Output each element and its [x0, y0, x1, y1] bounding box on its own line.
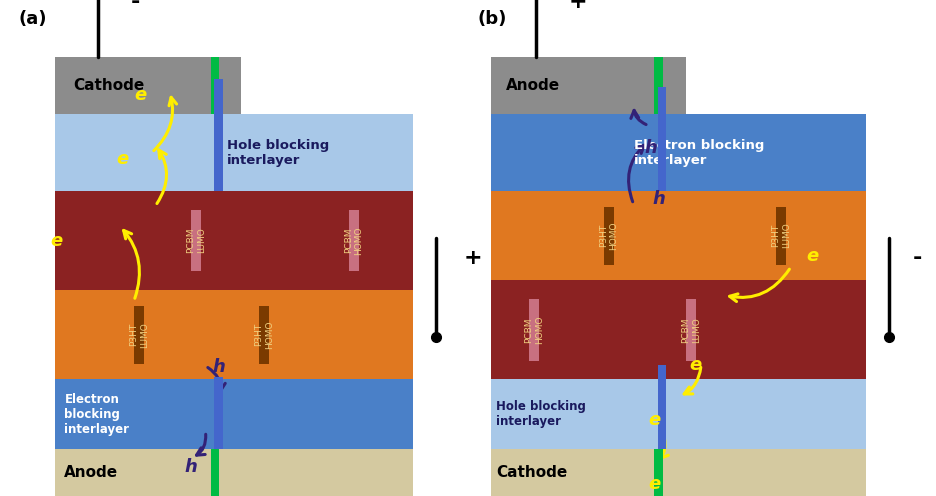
- Text: PCBM
LUMO: PCBM LUMO: [186, 228, 206, 253]
- Bar: [686, 299, 696, 361]
- Bar: [214, 79, 223, 191]
- Bar: [654, 57, 663, 114]
- Bar: [491, 449, 866, 496]
- Text: e: e: [134, 86, 146, 104]
- Text: e: e: [649, 475, 661, 493]
- Text: (b): (b): [477, 10, 506, 28]
- Bar: [348, 210, 358, 271]
- Bar: [55, 290, 413, 379]
- Bar: [604, 206, 614, 265]
- Text: (a): (a): [19, 10, 47, 28]
- Bar: [214, 377, 223, 449]
- Text: e: e: [806, 247, 818, 264]
- Text: h: h: [212, 358, 226, 376]
- Text: P3HT
LUMO: P3HT LUMO: [129, 322, 149, 348]
- Bar: [55, 57, 241, 114]
- Text: Cathode: Cathode: [74, 78, 145, 93]
- Text: e: e: [690, 356, 702, 373]
- Bar: [654, 449, 663, 496]
- Text: -: -: [913, 248, 922, 268]
- Text: Electron
blocking
interlayer: Electron blocking interlayer: [65, 393, 129, 435]
- Bar: [658, 365, 666, 449]
- Text: h: h: [652, 190, 665, 208]
- Text: -: -: [130, 0, 139, 12]
- Bar: [55, 191, 413, 290]
- Bar: [491, 379, 866, 449]
- Bar: [491, 57, 686, 114]
- Text: e: e: [649, 411, 661, 429]
- Text: P3HT
HOMO: P3HT HOMO: [599, 221, 619, 250]
- Bar: [491, 280, 866, 379]
- Bar: [529, 299, 539, 361]
- Text: Cathode: Cathode: [496, 465, 567, 480]
- Text: e: e: [116, 150, 128, 168]
- Text: PCBM
HOMO: PCBM HOMO: [344, 226, 363, 255]
- Text: P3HT
HOMO: P3HT HOMO: [255, 320, 274, 349]
- Text: Anode: Anode: [65, 465, 119, 480]
- Text: h: h: [645, 138, 658, 157]
- Text: h: h: [184, 458, 197, 477]
- Text: PCBM
LUMO: PCBM LUMO: [681, 317, 701, 343]
- Text: e: e: [51, 232, 63, 249]
- Text: Electron blocking
interlayer: Electron blocking interlayer: [634, 138, 764, 167]
- Bar: [491, 114, 866, 191]
- Bar: [259, 306, 270, 364]
- Bar: [134, 306, 144, 364]
- Bar: [55, 449, 413, 496]
- Bar: [191, 210, 201, 271]
- Bar: [776, 206, 786, 265]
- Text: +: +: [463, 248, 482, 268]
- Bar: [211, 449, 219, 496]
- Bar: [491, 191, 866, 280]
- Text: Anode: Anode: [505, 78, 560, 93]
- Bar: [55, 114, 413, 191]
- Text: Hole blocking
interlayer: Hole blocking interlayer: [496, 400, 586, 428]
- Text: +: +: [569, 0, 588, 12]
- Text: PCBM
HOMO: PCBM HOMO: [524, 315, 544, 344]
- Text: P3HT
LUMO: P3HT LUMO: [771, 223, 791, 248]
- Text: Hole blocking
interlayer: Hole blocking interlayer: [227, 138, 329, 167]
- Bar: [211, 57, 219, 114]
- Bar: [55, 379, 413, 449]
- Bar: [658, 87, 666, 191]
